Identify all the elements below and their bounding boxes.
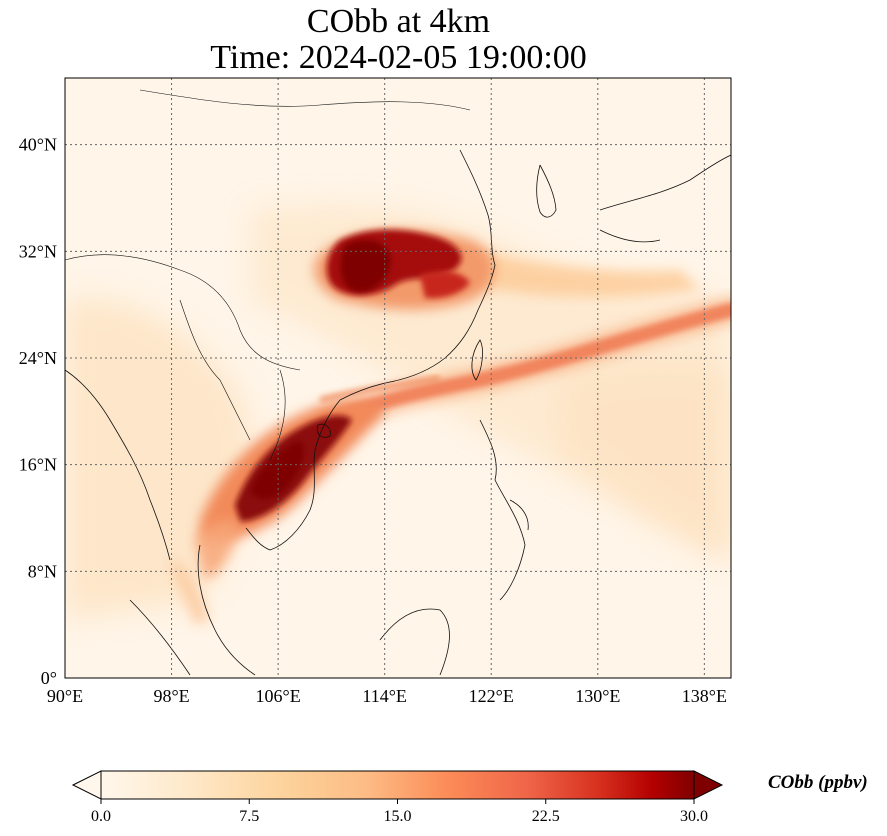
china-coast [339, 149, 496, 401]
lon-tick-label: 114°E [362, 686, 407, 706]
latitude-tick-labels: 0° 8°N 16°N 24°N 32°N 40°N [19, 135, 57, 688]
map-title-variable: CObb at 4km [306, 3, 491, 40]
korea-coast [536, 164, 557, 218]
colorbar-gradient [101, 771, 694, 799]
lat-tick-label: 24°N [19, 348, 57, 368]
haze-east [560, 363, 731, 560]
map-frame [64, 77, 732, 679]
malay-coast [197, 544, 256, 676]
colorbar-tick-label: 22.5 [532, 808, 560, 825]
japan-coast [599, 154, 731, 243]
colorbar-title: CObb (ppbv) [768, 772, 868, 793]
lon-tick-label: 130°E [575, 686, 620, 706]
lat-tick-label: 40°N [19, 135, 57, 155]
colorbar: 0.0 7.5 15.0 22.5 30.0 CObb (ppbv) [71, 770, 868, 825]
colorbar-extend-high [693, 770, 724, 800]
map-panel [65, 78, 731, 678]
philippines-coast [479, 419, 529, 601]
lon-tick-label: 122°E [469, 686, 514, 706]
country-borders [65, 89, 471, 461]
plume-central-china-dark [340, 239, 391, 292]
filament-to-coast [319, 375, 441, 403]
plume-malay-peninsula [170, 560, 210, 625]
colorbar-tick-label: 0.0 [91, 808, 111, 825]
colorbar-extend-low [71, 770, 102, 800]
lon-tick-label: 138°E [682, 686, 727, 706]
lat-tick-label: 8°N [28, 561, 57, 581]
outflow-plume-east [470, 250, 700, 297]
plume-central-china-east [420, 270, 470, 299]
myanmar-coast [65, 369, 171, 561]
lon-tick-label: 90°E [47, 686, 83, 706]
sumatra-coast [129, 599, 191, 676]
borneo-coast [379, 608, 450, 676]
colorbar-ticks: 0.0 7.5 15.0 22.5 30.0 [91, 799, 708, 825]
lon-tick-label: 98°E [153, 686, 189, 706]
coastlines [65, 89, 731, 676]
map-title-time: Time: 2024-02-05 19:00:00 [210, 39, 587, 76]
colorbar-tick-label: 7.5 [239, 808, 259, 825]
colorbar-tick-label: 30.0 [680, 808, 708, 825]
lon-tick-label: 106°E [256, 686, 301, 706]
concentration-field [65, 204, 731, 625]
taiwan-coast [471, 339, 483, 381]
lat-tick-label: 0° [41, 668, 57, 688]
lat-tick-label: 32°N [19, 241, 57, 261]
pacific-filament-halo [316, 296, 731, 434]
indochina-coast [245, 399, 341, 551]
colorbar-tick-label: 15.0 [384, 808, 412, 825]
plume-indochina-dark [250, 440, 305, 500]
lat-tick-label: 16°N [19, 455, 57, 475]
longitude-tick-labels: 90°E 98°E 106°E 114°E 122°E 130°E 138°E [47, 686, 727, 706]
plume-gulf-thailand [195, 520, 240, 580]
gridlines [65, 78, 731, 678]
